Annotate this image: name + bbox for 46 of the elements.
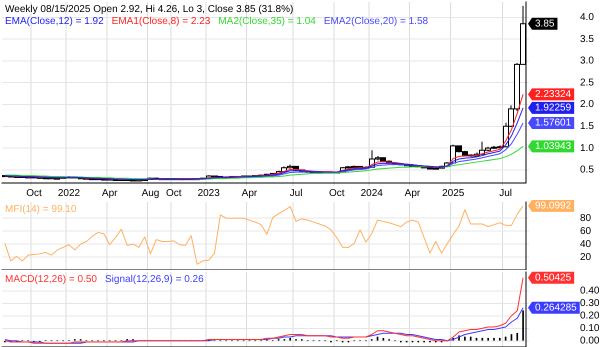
x-tick-label: 2024 — [360, 188, 384, 199]
text: MFI(14) = 99.10 — [5, 204, 77, 215]
data-label: 1.03943 — [535, 141, 572, 152]
x-tick-label: Jul — [499, 188, 512, 199]
y-tick-label: 4.0 — [580, 12, 594, 24]
x-tick-label: Oct — [166, 188, 182, 199]
data-label: 2.23324 — [535, 89, 572, 100]
y-tick-label: 0.40 — [580, 286, 600, 296]
y-tick-label: 60 — [580, 226, 592, 237]
x-tick-label: Oct — [26, 188, 42, 199]
y-tick-label: 40 — [580, 238, 592, 250]
text: Signal(12,26,9) = 0.26 — [104, 274, 204, 285]
y-tick-label: 3.0 — [580, 56, 594, 67]
data-label: 0.50425 — [535, 272, 572, 284]
data-label: 0.264285 — [535, 302, 578, 314]
text: 3.85 — [535, 18, 554, 30]
y-tick-label: 0.10 — [580, 323, 600, 334]
y-tick-label: 80 — [580, 212, 592, 224]
x-tick-label: Apr — [102, 188, 118, 199]
y-tick-label: 1.0 — [580, 142, 594, 154]
x-tick-label: 2023 — [198, 188, 220, 199]
x-tick-label: Apr — [404, 188, 421, 199]
text: EMA2(Close,20) = 1.58 — [324, 16, 429, 27]
x-tick-label: Apr — [242, 188, 258, 199]
y-tick-label: 2.5 — [580, 77, 594, 88]
x-tick-label: 2025 — [442, 188, 465, 199]
text: EMA1(Close,8) = 2.23 — [112, 16, 211, 27]
y-tick-label: 20 — [580, 252, 592, 263]
y-tick-label: 0.5 — [580, 164, 594, 176]
data-label: 1.92259 — [535, 102, 572, 114]
x-tick-label: Aug — [142, 188, 160, 199]
data-label: 99.0992 — [535, 200, 572, 212]
text: EMA(Close,12) = 1.92 — [5, 16, 104, 27]
y-tick-label: 0.00 — [580, 336, 600, 346]
x-tick-label: 2022 — [58, 188, 81, 199]
x-tick-label: Jul — [290, 188, 302, 199]
chart-title: Weekly 08/15/2025 Open 2.92, Hi 4.26, Lo 3, Close 3.85 (31.8%) — [5, 4, 294, 15]
y-tick-label: 0.30 — [580, 298, 600, 309]
text: MACD(12,26) = 0.50 — [5, 274, 98, 285]
y-tick-label: 3.5 — [580, 34, 594, 45]
text: MA2(Close,35) = 1.04 — [218, 16, 316, 27]
y-tick-label: 1.5 — [580, 121, 594, 132]
y-tick-label: 2.0 — [580, 99, 594, 110]
x-tick-label: Oct — [328, 188, 345, 199]
data-label: 1.57601 — [535, 118, 572, 129]
y-tick-label: 0.20 — [580, 310, 600, 322]
